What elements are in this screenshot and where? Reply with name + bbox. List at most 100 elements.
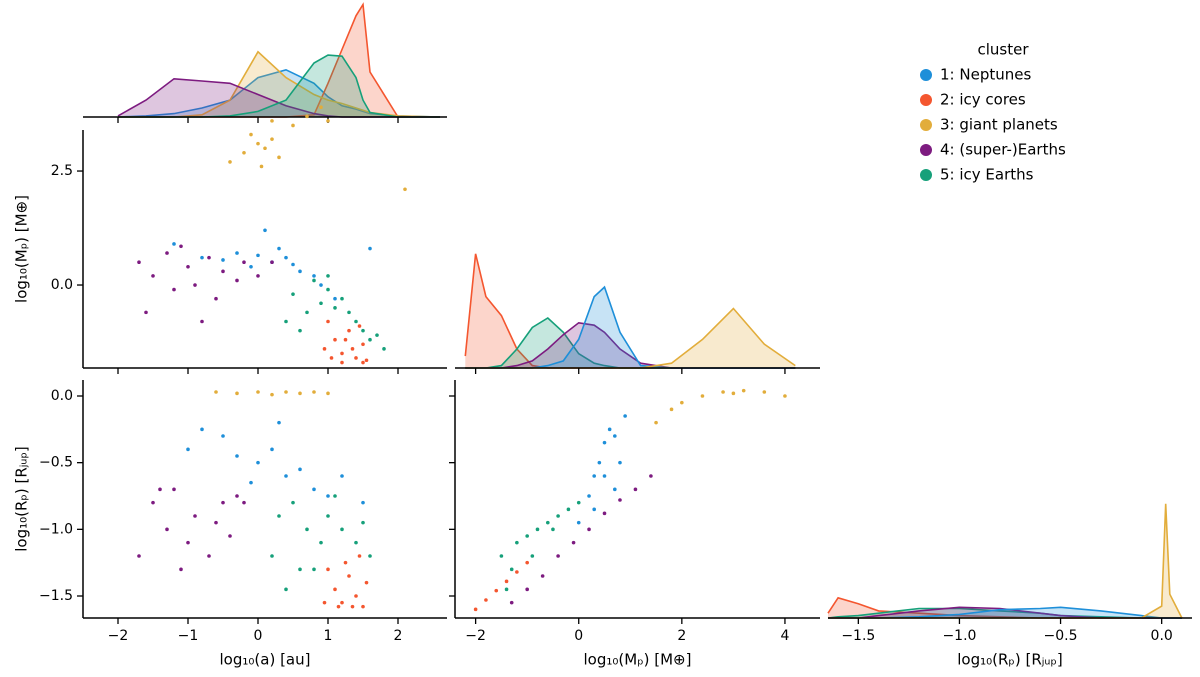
point	[602, 511, 607, 516]
point	[270, 447, 274, 452]
point	[340, 527, 344, 532]
point	[298, 567, 302, 572]
point	[179, 244, 183, 249]
x-axis-label: log₁₀(Mₚ) [M⊕]	[584, 651, 692, 669]
x-tick-label: −1.5	[841, 628, 875, 644]
point	[235, 278, 239, 283]
point	[333, 306, 337, 310]
x-tick-label: 2	[677, 628, 686, 644]
point	[333, 587, 337, 592]
point	[291, 500, 295, 505]
point	[193, 283, 197, 287]
point	[368, 337, 372, 342]
point	[319, 283, 323, 287]
point	[597, 460, 602, 465]
point	[326, 494, 330, 498]
point	[305, 114, 309, 119]
point	[515, 570, 519, 574]
point	[158, 487, 162, 492]
legend-marker	[920, 169, 932, 181]
point	[375, 333, 379, 337]
point	[551, 527, 555, 532]
point	[618, 460, 622, 465]
point	[270, 119, 274, 123]
point	[633, 487, 638, 492]
point	[602, 474, 607, 478]
point	[350, 604, 355, 609]
x-tick-label: 0.0	[1151, 628, 1173, 644]
point	[235, 494, 239, 498]
kde-fill	[465, 318, 796, 368]
point	[504, 587, 509, 592]
point	[354, 319, 358, 324]
point	[151, 274, 155, 278]
point	[721, 390, 725, 394]
point	[354, 594, 358, 598]
point	[298, 269, 302, 274]
y-tick-label: −1.5	[39, 588, 73, 604]
point	[354, 540, 358, 545]
point	[326, 119, 330, 123]
point	[592, 507, 596, 512]
point	[556, 554, 560, 558]
point	[186, 264, 190, 269]
point	[228, 534, 232, 538]
point	[298, 467, 302, 472]
x-tick-label: −1	[178, 628, 199, 644]
point	[525, 560, 529, 565]
point	[270, 260, 274, 265]
point	[340, 600, 344, 605]
point	[350, 347, 355, 351]
point	[214, 390, 218, 394]
point	[221, 258, 225, 262]
point	[484, 598, 488, 602]
kde-fill	[118, 69, 440, 117]
point	[731, 391, 736, 396]
point	[354, 356, 358, 360]
point	[607, 427, 612, 432]
point	[242, 500, 246, 505]
point	[361, 520, 365, 525]
point	[144, 310, 148, 315]
point	[284, 474, 288, 478]
point	[504, 579, 509, 584]
point	[305, 310, 309, 315]
point	[368, 554, 372, 558]
point	[165, 251, 169, 255]
point	[270, 554, 274, 558]
point	[587, 527, 591, 532]
point	[312, 567, 316, 572]
point	[270, 392, 274, 397]
kde-fill	[828, 597, 1182, 618]
point	[256, 253, 260, 258]
x-axis-label: log₁₀(Rₚ) [Rⱼᵤₚ]	[957, 651, 1062, 669]
legend-marker	[920, 119, 932, 131]
point	[403, 187, 407, 192]
y-tick-label: 2.5	[51, 163, 73, 179]
point	[525, 534, 529, 538]
point	[319, 540, 323, 545]
x-tick-label: 2	[394, 628, 403, 644]
point	[333, 337, 337, 342]
point	[277, 420, 281, 425]
point	[284, 390, 288, 394]
legend-title: cluster	[977, 41, 1029, 59]
point	[382, 347, 386, 351]
y-tick-label: −1.0	[39, 521, 73, 537]
point	[235, 454, 239, 458]
point	[700, 394, 705, 398]
point	[326, 567, 330, 572]
point	[613, 434, 617, 438]
point	[326, 287, 330, 292]
kde-fill	[465, 308, 796, 368]
point	[151, 500, 155, 505]
point	[179, 567, 183, 572]
point	[587, 494, 591, 498]
kde-fill	[118, 51, 440, 117]
point	[214, 520, 218, 525]
kde-fill	[828, 607, 1182, 618]
point	[221, 434, 225, 438]
point	[256, 274, 260, 278]
point	[200, 427, 204, 432]
